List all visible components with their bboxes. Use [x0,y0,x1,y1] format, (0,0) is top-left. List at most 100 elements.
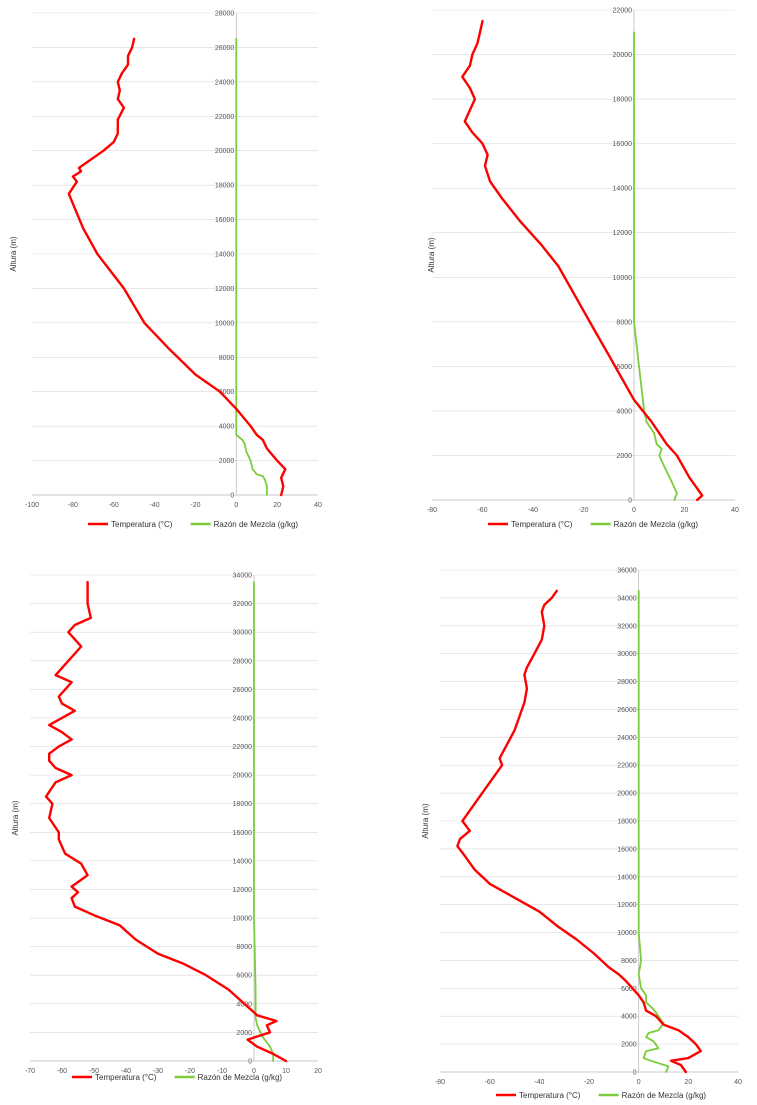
mixing-ratio-series-line [633,31,678,501]
y-tick-label: 6000 [219,389,235,396]
x-tick-label: -20 [190,502,200,509]
y-axis-title: Altura (m) [421,803,430,838]
y-tick-label: 0 [248,1059,252,1066]
y-tick-label: 8000 [621,958,637,965]
x-tick-label: -20 [185,1068,195,1075]
y-tick-label: 6000 [236,973,252,980]
y-tick-label: 34000 [617,595,637,602]
y-tick-label: 22000 [617,763,637,770]
x-tick-label: 0 [632,507,636,514]
y-tick-label: 24000 [233,715,253,722]
y-tick-label: 10000 [617,930,637,937]
x-tick-label: -30 [153,1068,163,1075]
x-tick-label: 40 [314,502,322,509]
y-tick-label: 22000 [613,8,633,15]
legend-label-temperature: Temperatura (°C) [511,520,573,529]
mixing-ratio-series-line [253,581,275,1062]
y-tick-label: 2000 [616,453,632,460]
chart-sounding-2: 0 2000 4000 6000 8000 10000 12000 14000 16000 180… [427,8,739,530]
x-tick-label: 20 [681,507,689,514]
y-tick-label: 2000 [219,458,235,465]
y-tick-label: 6000 [621,986,637,993]
y-tick-label: 30000 [233,630,253,637]
y-tick-label: 0 [628,498,632,505]
y-tick-label: 12000 [617,902,637,909]
x-tick-label: -40 [150,502,160,509]
temperature-series-line [456,589,702,1074]
y-tick-label: 20000 [215,148,235,155]
y-tick-label: 14000 [613,186,633,193]
y-tick-label: 14000 [233,858,253,865]
y-axis-title: Altura (m) [9,236,18,271]
x-tick-label: -20 [584,1079,594,1086]
x-tick-label: -10 [217,1068,227,1075]
x-tick-label: 20 [314,1068,322,1075]
chart-sounding-1: 0 2000 4000 6000 8000 10000 12000 14000 16000 180… [9,11,322,530]
y-tick-label: 4000 [616,408,632,415]
x-tick-label: -70 [25,1068,35,1075]
y-tick-label: 28000 [617,679,637,686]
temperature-series-line [44,580,288,1063]
temperature-series-line [67,37,287,497]
y-tick-label: 20000 [617,791,637,798]
y-tick-label: 0 [230,493,234,500]
y-tick-label: 18000 [613,97,633,104]
x-tick-label: 40 [734,1079,742,1086]
x-tick-label: 10 [282,1068,290,1075]
y-tick-label: 8000 [219,355,235,362]
y-tick-label: 12000 [613,230,633,237]
y-tick-label: 30000 [617,651,637,658]
legend-label-temperature: Temperatura (°C) [519,1091,581,1100]
y-tick-label: 20000 [233,773,253,780]
x-tick-label: -80 [427,507,437,514]
y-tick-label: 26000 [617,707,637,714]
temperature-series-line [461,19,704,502]
y-tick-label: 10000 [233,916,253,923]
y-tick-label: 26000 [233,687,253,694]
y-tick-label: 26000 [215,45,235,52]
y-tick-label: 12000 [233,887,253,894]
y-tick-label: 8000 [236,944,252,951]
x-tick-label: 20 [684,1079,692,1086]
y-tick-label: 32000 [233,601,253,608]
y-tick-label: 20000 [613,52,633,59]
x-tick-label: -60 [485,1079,495,1086]
y-tick-label: 6000 [616,364,632,371]
y-tick-label: 2000 [236,1030,252,1037]
y-tick-label: 18000 [215,183,235,190]
y-tick-label: 18000 [617,819,637,826]
y-tick-label: 32000 [617,623,637,630]
x-tick-label: -40 [121,1068,131,1075]
y-tick-label: 14000 [215,252,235,259]
y-axis-title: Altura (m) [11,800,20,835]
x-tick-label: -80 [68,502,78,509]
legend-label-mixing-ratio: Razón de Mezcla (g/kg) [622,1091,707,1100]
legend-label-mixing-ratio: Razón de Mezcla (g/kg) [198,1073,283,1082]
y-tick-label: 16000 [613,141,633,148]
x-tick-label: -40 [534,1079,544,1086]
y-tick-label: 0 [633,1070,637,1077]
x-tick-label: 0 [234,502,238,509]
x-tick-label: 0 [637,1079,641,1086]
x-tick-label: -60 [477,507,487,514]
x-tick-label: -60 [109,502,119,509]
y-tick-label: 10000 [215,320,235,327]
x-tick-label: -60 [57,1068,67,1075]
y-tick-label: 4000 [219,424,235,431]
mixing-ratio-series-line [235,37,268,496]
y-tick-label: 14000 [617,874,637,881]
x-tick-label: -40 [528,507,538,514]
y-axis-title: Altura (m) [427,237,436,272]
chart-sounding-3: 0200040006000800010000120001400016000180… [11,573,322,1083]
chart-sounding-4: 0 2000 4000 6000 8000 10000 12000 14000 16000 180… [421,568,742,1101]
x-tick-label: -50 [89,1068,99,1075]
y-tick-label: 28000 [215,11,235,18]
y-tick-label: 18000 [233,801,253,808]
x-tick-label: -20 [578,507,588,514]
x-tick-label: -100 [25,502,39,509]
y-tick-label: 34000 [233,573,253,580]
y-tick-label: 8000 [616,319,632,326]
y-tick-label: 22000 [233,744,253,751]
y-tick-label: 24000 [617,735,637,742]
